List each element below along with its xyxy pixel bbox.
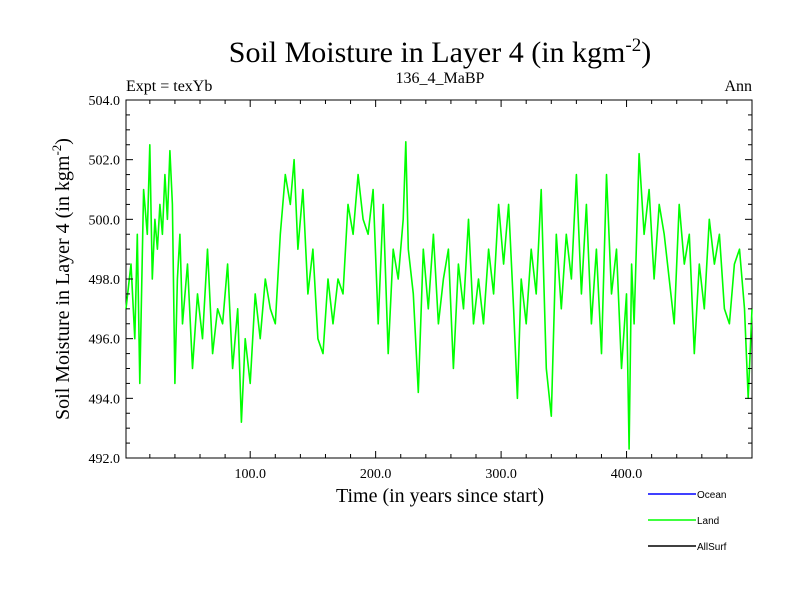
legend-label-allsurf: AllSurf (697, 542, 727, 553)
plot-frame (125, 99, 753, 459)
legend-label-land: Land (697, 516, 719, 527)
y-tick-label: 498.0 (89, 273, 121, 288)
legend-label-ocean: Ocean (697, 490, 726, 501)
y-tick-label: 502.0 (89, 154, 121, 169)
experiment-label: Expt = texYb (126, 78, 212, 95)
y-tick-label: 494.0 (89, 392, 121, 407)
y-tick-label: 504.0 (89, 94, 121, 109)
y-axis-ticks: 492.0 494.0 496.0 498.0 500.0 502.0 504.0 (89, 94, 752, 467)
season-label: Ann (724, 78, 752, 95)
y-tick-label: 492.0 (89, 452, 121, 467)
plot-area: 100.0 200.0 300.0 400.0 492.0 494.0 496.0 498.… (89, 94, 753, 482)
chart-title: Soil Moisture in Layer 4 (in kgm-2) (229, 35, 651, 69)
series-line-land (125, 141, 753, 450)
legend: Ocean Land AllSurf (648, 490, 727, 553)
y-axis-label: Soil Moisture in Layer 4 (in kgm-2) (49, 138, 74, 420)
run-label: 136_4_MaBP (396, 70, 485, 87)
x-axis-label: Time (in years since start) (336, 485, 544, 507)
y-tick-label: 500.0 (89, 213, 121, 228)
y-tick-label: 496.0 (89, 333, 121, 348)
x-tick-label: 400.0 (611, 467, 643, 482)
x-tick-label: 100.0 (234, 467, 266, 482)
x-tick-label: 200.0 (360, 467, 392, 482)
series-layer (125, 141, 753, 450)
x-tick-label: 300.0 (485, 467, 517, 482)
x-axis-ticks: 100.0 200.0 300.0 400.0 (149, 100, 728, 482)
